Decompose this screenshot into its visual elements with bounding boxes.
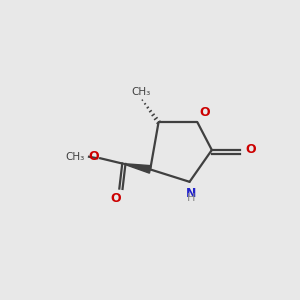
Text: O: O <box>245 143 256 157</box>
Text: CH₃: CH₃ <box>65 152 85 162</box>
Text: H: H <box>187 193 195 203</box>
Polygon shape <box>122 164 151 173</box>
Text: O: O <box>88 150 99 163</box>
Text: O: O <box>110 191 121 205</box>
Text: CH₃: CH₃ <box>131 87 151 97</box>
Text: N: N <box>186 187 196 200</box>
Text: O: O <box>200 106 210 119</box>
